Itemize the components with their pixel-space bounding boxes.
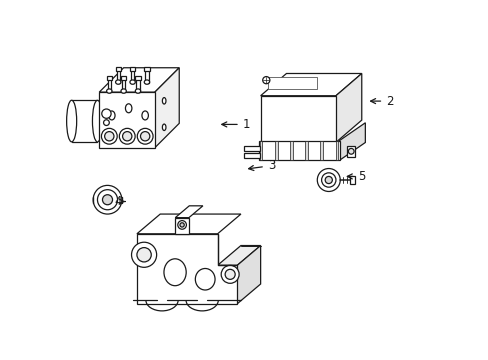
Circle shape [101,129,117,144]
Polygon shape [117,69,120,83]
Ellipse shape [135,89,141,93]
Circle shape [119,129,135,144]
Polygon shape [99,92,155,148]
Circle shape [178,221,186,229]
Ellipse shape [66,100,77,142]
Polygon shape [244,153,259,158]
Polygon shape [244,145,259,151]
Polygon shape [121,76,126,80]
Polygon shape [335,73,361,142]
Circle shape [97,190,117,210]
Text: 4: 4 [115,195,125,208]
Ellipse shape [106,89,112,93]
Polygon shape [339,123,365,160]
Circle shape [140,132,149,141]
Circle shape [104,132,114,141]
Polygon shape [137,234,237,304]
Ellipse shape [163,259,186,286]
Polygon shape [259,140,262,160]
Polygon shape [335,140,338,160]
Polygon shape [106,76,112,80]
Circle shape [131,242,156,267]
Polygon shape [258,140,339,160]
Polygon shape [274,140,277,160]
Circle shape [102,195,112,205]
Polygon shape [144,67,149,71]
Circle shape [321,173,335,187]
Ellipse shape [108,111,115,120]
Circle shape [103,120,109,126]
Circle shape [262,77,269,84]
Circle shape [122,132,132,141]
Ellipse shape [195,269,215,290]
Circle shape [221,265,239,283]
Ellipse shape [144,80,149,84]
Ellipse shape [162,98,165,104]
Circle shape [347,148,353,154]
Polygon shape [175,218,188,234]
Text: 3: 3 [248,159,275,172]
Polygon shape [155,68,179,148]
Circle shape [93,185,122,214]
Polygon shape [305,140,307,160]
Circle shape [137,248,151,262]
Ellipse shape [125,104,132,113]
Polygon shape [99,68,179,92]
Ellipse shape [162,124,165,131]
Text: 2: 2 [370,95,393,108]
Polygon shape [217,246,260,265]
Polygon shape [260,96,335,142]
Polygon shape [135,76,141,80]
Polygon shape [107,78,111,92]
Polygon shape [137,214,241,234]
Polygon shape [175,206,203,218]
Polygon shape [136,78,139,92]
Ellipse shape [142,111,148,120]
Circle shape [137,129,153,144]
Text: 1: 1 [222,118,250,131]
Polygon shape [260,73,361,96]
Circle shape [325,176,332,184]
Circle shape [224,269,235,279]
Polygon shape [122,78,125,92]
Polygon shape [131,69,134,83]
Polygon shape [130,67,135,71]
Circle shape [317,168,340,192]
Polygon shape [320,140,323,160]
Polygon shape [289,140,292,160]
Circle shape [102,109,111,118]
Polygon shape [145,69,148,83]
Polygon shape [349,176,354,184]
Circle shape [180,223,184,227]
Polygon shape [346,146,354,157]
Ellipse shape [130,80,135,84]
Ellipse shape [115,80,121,84]
Polygon shape [237,246,260,304]
Text: 5: 5 [346,170,365,183]
Polygon shape [115,67,121,71]
Polygon shape [268,77,317,89]
Ellipse shape [121,89,126,93]
